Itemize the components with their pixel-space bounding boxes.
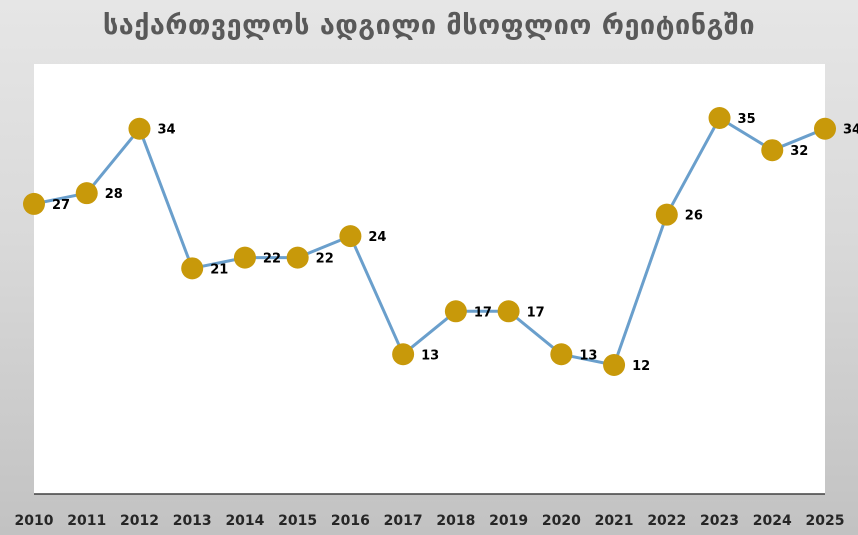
x-tick-2016: 2016 xyxy=(331,513,370,529)
data-label-2023: 35 xyxy=(738,112,756,127)
data-label-2015: 22 xyxy=(316,252,334,267)
x-tick-2015: 2015 xyxy=(278,513,317,529)
data-point-2014 xyxy=(233,246,256,269)
data-label-2024: 32 xyxy=(790,144,808,159)
data-label-2017: 13 xyxy=(421,348,439,363)
data-point-2017 xyxy=(392,343,415,366)
series-line xyxy=(33,116,826,367)
x-axis-ticks: 2010 2011 2012 2013 2014 2015 2016 2017 2018 2019… xyxy=(15,513,845,529)
data-point-2022 xyxy=(655,203,678,226)
x-tick-2024: 2024 xyxy=(753,513,792,529)
data-label-2012: 34 xyxy=(157,123,175,138)
data-label-2011: 28 xyxy=(105,187,123,202)
x-tick-2023: 2023 xyxy=(700,513,739,529)
series-group xyxy=(23,107,836,376)
chart-title: საქართველოს ადგილი მსოფლიო რეიტინგში xyxy=(102,10,756,41)
x-tick-2022: 2022 xyxy=(647,513,686,529)
data-label-2022: 26 xyxy=(685,209,703,224)
x-tick-2013: 2013 xyxy=(173,513,212,529)
data-point-2015 xyxy=(286,246,309,269)
x-tick-2021: 2021 xyxy=(595,513,634,529)
data-point-2016 xyxy=(339,225,362,248)
data-label-2013: 21 xyxy=(210,262,228,277)
x-tick-2018: 2018 xyxy=(436,513,475,529)
x-tick-2019: 2019 xyxy=(489,513,528,529)
data-label-2020: 13 xyxy=(579,348,597,363)
data-point-2020 xyxy=(550,343,573,366)
x-tick-2025: 2025 xyxy=(806,513,845,529)
data-point-2013 xyxy=(181,257,204,280)
data-label-2010: 27 xyxy=(52,198,70,213)
data-point-2019 xyxy=(497,300,520,323)
data-point-2021 xyxy=(603,354,626,376)
x-tick-2010: 2010 xyxy=(15,513,54,529)
x-tick-2020: 2020 xyxy=(542,513,581,529)
data-label-2021: 12 xyxy=(632,359,650,374)
data-point-2024 xyxy=(761,139,784,162)
data-point-2010 xyxy=(23,192,45,215)
data-label-2025: 34 xyxy=(843,123,858,138)
data-point-2011 xyxy=(75,182,98,205)
x-tick-2012: 2012 xyxy=(120,513,159,529)
data-labels-group: 27 28 34 21 22 22 24 13 17 17 13 12 26 35 32 34 xyxy=(52,112,858,374)
x-tick-2017: 2017 xyxy=(384,513,423,529)
x-tick-2011: 2011 xyxy=(67,513,106,529)
data-label-2019: 17 xyxy=(527,305,545,320)
data-label-2014: 22 xyxy=(263,252,281,267)
data-point-2018 xyxy=(444,300,467,323)
data-point-2012 xyxy=(128,117,151,140)
data-point-2025 xyxy=(814,117,836,140)
data-label-2016: 24 xyxy=(368,230,386,245)
data-point-2023 xyxy=(708,107,731,129)
plot-area xyxy=(34,64,825,494)
data-label-2018: 17 xyxy=(474,305,492,320)
x-tick-2014: 2014 xyxy=(225,513,264,529)
